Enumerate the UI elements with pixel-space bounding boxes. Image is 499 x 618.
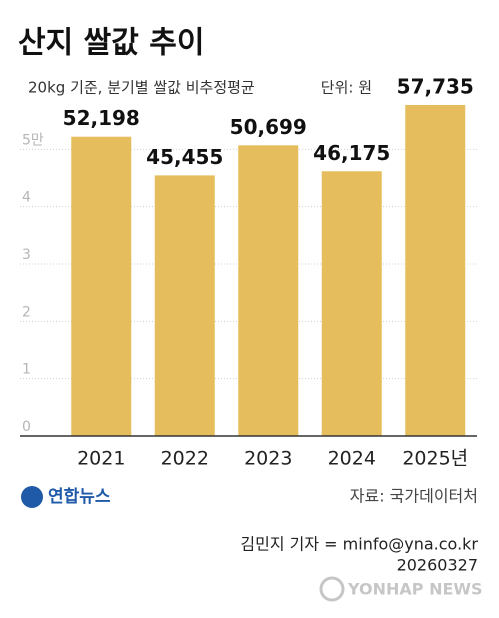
watermark-icon bbox=[319, 576, 345, 602]
watermark: YONHAP NEWS bbox=[319, 576, 483, 602]
y-tick-label: 5만 bbox=[22, 132, 44, 148]
source: 자료: 국가데이터처 bbox=[350, 487, 478, 506]
x-tick-label: 2023 bbox=[244, 448, 292, 470]
byline: 김민지 기자 = minfo@yna.co.kr bbox=[240, 535, 478, 554]
date: 20260327 bbox=[397, 556, 478, 575]
y-tick-label: 1 bbox=[22, 362, 31, 378]
bar bbox=[238, 145, 299, 436]
logo: 연합뉴스 bbox=[21, 486, 111, 508]
y-tick-label: 2 bbox=[22, 304, 31, 320]
y-tick-label: 3 bbox=[22, 247, 31, 263]
value-label: 52,198 bbox=[63, 106, 140, 130]
value-label: 46,175 bbox=[313, 141, 390, 165]
unit: 단위: 원 bbox=[321, 79, 372, 97]
x-tick-label: 2024 bbox=[328, 448, 376, 470]
logo-icon bbox=[21, 486, 43, 508]
x-tick-label: 2022 bbox=[161, 448, 209, 470]
y-tick-label: 0 bbox=[22, 419, 31, 435]
value-label: 45,455 bbox=[146, 145, 223, 169]
chart-title: 산지 쌀값 추이 bbox=[18, 26, 205, 61]
bar bbox=[321, 171, 382, 436]
bar bbox=[405, 104, 466, 437]
bar bbox=[154, 175, 215, 436]
logo-text: 연합뉴스 bbox=[48, 486, 111, 507]
value-label: 50,699 bbox=[230, 115, 307, 139]
watermark-text: YONHAP NEWS bbox=[347, 580, 483, 599]
bar bbox=[71, 136, 132, 437]
x-tick-label: 2025년 bbox=[402, 448, 468, 470]
x-tick-label: 2021 bbox=[77, 448, 125, 470]
y-tick-label: 4 bbox=[22, 190, 31, 206]
subtitle: 20kg 기준, 분기별 쌀값 비추정평균 bbox=[28, 79, 255, 97]
value-label: 57,735 bbox=[397, 74, 474, 98]
